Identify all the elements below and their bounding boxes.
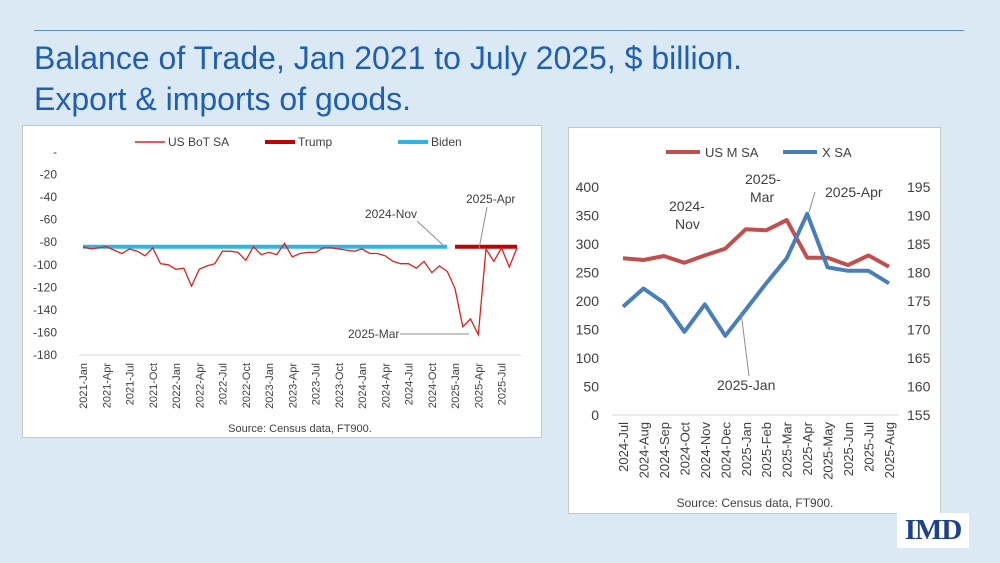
legend-label-imports: US M SA <box>705 145 759 160</box>
y-tick-label: -60 <box>40 213 58 227</box>
y-tick-label: - <box>53 145 57 159</box>
imports-exports-chart: US M SA X SA 400 350 300 250 200 150 100 50 0 19… <box>568 127 941 514</box>
x-tick-label: 2024-Oct <box>427 363 439 408</box>
x-tick-label: 2021-Jan <box>78 363 90 409</box>
x-tick-label: 2025-Jul <box>497 363 509 405</box>
annotation-2024-nov-part1: 2024- <box>669 198 705 214</box>
x-tick-label: 2025-May <box>821 422 836 480</box>
y-right-tick-label: 155 <box>907 407 931 423</box>
x-tick-label: 2023-Oct <box>334 363 346 408</box>
x-tick-label: 2022-Jan <box>171 363 183 409</box>
y-tick-label: -140 <box>33 303 57 317</box>
x-tick-label: 2025-Apr <box>800 421 815 475</box>
annotation-2025-apr: 2025-Apr <box>466 192 515 206</box>
x-tick-label: 2025-Apr <box>473 363 485 409</box>
y-left-tick-label: 0 <box>591 407 599 423</box>
annotation-2025-apr-leader <box>478 206 488 250</box>
y-left-tick-label: 400 <box>576 179 600 195</box>
y-tick-label: -100 <box>33 258 57 272</box>
imd-logo: IMD <box>897 513 969 548</box>
annotation-2025-mar: 2025-Mar <box>348 327 399 341</box>
y-tick-label: -40 <box>40 190 58 204</box>
title-line-2: Export & imports of goods. <box>34 81 412 117</box>
y-right-tick-label: 190 <box>907 208 931 224</box>
x-tick-label: 2023-Jan <box>264 363 276 409</box>
annotation-2025-jan-leader <box>740 311 750 377</box>
x-tick-label: 2025-Aug <box>882 422 897 478</box>
y-tick-label: -160 <box>33 325 57 339</box>
annotation-2025-apr-leader <box>808 191 816 213</box>
x-tick-label: 2024-Aug <box>636 422 651 478</box>
y-tick-label: -180 <box>33 348 57 362</box>
x-tick-label: 2024-Nov <box>698 422 713 479</box>
legend-label-trump: Trump <box>298 135 333 149</box>
annotation-2024-nov-leader <box>416 220 444 246</box>
source-note: Source: Census data, FT900. <box>228 423 372 435</box>
y-left-tick-label: 350 <box>576 208 600 224</box>
annotation-2025-apr: 2025-Apr <box>825 184 883 200</box>
legend-label-exports: X SA <box>822 145 852 160</box>
x-tick-label: 2024-Apr <box>380 363 392 409</box>
balance-of-trade-chart: US BoT SA Trump Biden - -20 -40 -60 -80 -100 -… <box>22 125 542 438</box>
x-tick-label: 2024-Oct <box>677 422 692 476</box>
y-right-tick-label: 180 <box>907 265 931 281</box>
annotation-2024-nov-part2: Nov <box>675 216 700 232</box>
x-tick-label: 2024-Jul <box>616 422 631 472</box>
y-tick-label: -80 <box>40 235 58 249</box>
y-right-tick-label: 170 <box>907 322 931 338</box>
x-tick-label: 2021-Apr <box>101 363 113 409</box>
y-right-tick-label: 195 <box>907 179 931 195</box>
y-tick-label: -20 <box>40 168 58 182</box>
source-note: Source: Census data, FT900. <box>677 496 834 510</box>
x-tick-label: 2023-Jul <box>311 363 323 405</box>
y-right-tick-label: 185 <box>907 236 931 252</box>
slide-title: Balance of Trade, Jan 2021 to July 2025,… <box>34 38 742 120</box>
title-line-1: Balance of Trade, Jan 2021 to July 2025,… <box>34 40 743 76</box>
x-tick-label: 2024-Jan <box>357 363 369 409</box>
y-right-tick-label: 175 <box>907 293 931 309</box>
x-tick-label: 2024-Dec <box>718 422 733 479</box>
x-tick-label: 2025-Mar <box>780 421 795 477</box>
x-tick-label: 2021-Oct <box>148 363 160 408</box>
x-tick-label: 2021-Jul <box>125 363 137 405</box>
x-tick-label: 2022-Apr <box>194 363 206 409</box>
y-left-tick-label: 50 <box>583 379 599 395</box>
y-right-tick-label: 160 <box>907 379 931 395</box>
y-left-tick-label: 150 <box>576 322 600 338</box>
y-left-tick-label: 300 <box>576 236 600 252</box>
legend-label-biden: Biden <box>431 135 462 149</box>
x-tick-label: 2024-Sep <box>657 422 672 478</box>
y-left-tick-label: 100 <box>576 350 600 366</box>
x-tick-label: 2022-Jul <box>218 363 230 405</box>
x-tick-label: 2023-Apr <box>287 363 299 409</box>
x-tick-label: 2025-Jan <box>739 422 754 476</box>
x-tick-label: 2025-Jun <box>841 422 856 476</box>
x-tick-label: 2022-Oct <box>241 363 253 408</box>
x-tick-label: 2025-Feb <box>759 422 774 478</box>
y-tick-label: -120 <box>33 280 57 294</box>
legend-label-bot: US BoT SA <box>168 135 229 149</box>
x-tick-label: 2025-Jan <box>450 363 462 409</box>
imports-series-line <box>622 218 890 269</box>
annotation-2024-nov: 2024-Nov <box>365 207 417 221</box>
x-tick-label: 2024-Jul <box>404 363 416 405</box>
imports-exports-svg: US M SA X SA 400 350 300 250 200 150 100 50 0 19… <box>576 145 931 510</box>
us-bot-sa-series-line <box>82 242 518 338</box>
balance-of-trade-svg: US BoT SA Trump Biden - -20 -40 -60 -80 -100 -… <box>33 135 521 435</box>
logo-text: IMD <box>904 514 963 546</box>
y-left-tick-label: 200 <box>576 293 600 309</box>
y-left-tick-label: 250 <box>576 265 600 281</box>
x-tick-label: 2025-Jul <box>862 422 877 472</box>
exports-series-line <box>621 211 891 338</box>
annotation-2025-mar-part1: 2025- <box>745 171 781 187</box>
annotation-2025-jan: 2025-Jan <box>717 377 775 393</box>
y-right-tick-label: 165 <box>907 350 931 366</box>
title-rule <box>34 30 964 31</box>
annotation-2025-mar-part2: Mar <box>750 189 774 205</box>
